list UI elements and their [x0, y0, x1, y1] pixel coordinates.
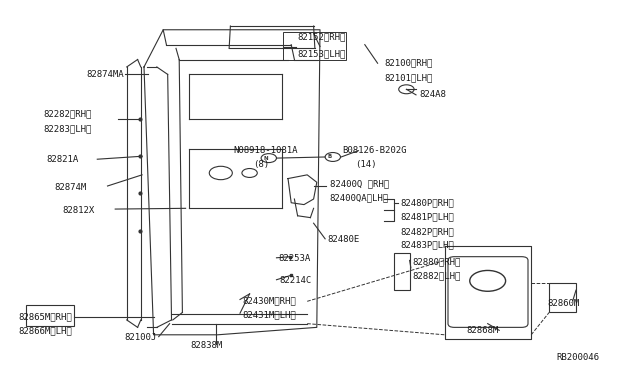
Text: 82283〈LH〉: 82283〈LH〉: [44, 124, 92, 133]
Text: 82480P〈RH〉: 82480P〈RH〉: [400, 198, 454, 207]
Text: 82860M: 82860M: [547, 299, 579, 308]
Text: 82431M〈LH〉: 82431M〈LH〉: [242, 310, 296, 319]
Text: 82481P〈LH〉: 82481P〈LH〉: [400, 212, 454, 221]
Text: 82866M〈LH〉: 82866M〈LH〉: [18, 326, 72, 335]
Text: 82430M〈RH〉: 82430M〈RH〉: [242, 296, 296, 305]
Text: 82882〈LH〉: 82882〈LH〉: [413, 272, 461, 280]
Text: (14): (14): [355, 160, 377, 169]
Text: RB200046: RB200046: [557, 353, 600, 362]
Text: 82812X: 82812X: [63, 206, 95, 215]
Text: 82880〈RH〉: 82880〈RH〉: [413, 258, 461, 267]
Text: 82838M: 82838M: [191, 341, 223, 350]
Text: 82282〈RH〉: 82282〈RH〉: [44, 109, 92, 118]
Text: 82874M: 82874M: [54, 183, 86, 192]
Text: 82821A: 82821A: [46, 155, 78, 164]
Text: (8): (8): [253, 160, 269, 169]
Text: 82100〈RH〉: 82100〈RH〉: [384, 59, 433, 68]
Text: 82480E: 82480E: [328, 235, 360, 244]
Text: 82400Q 〈RH〉: 82400Q 〈RH〉: [330, 180, 388, 189]
Text: 82100J: 82100J: [125, 333, 157, 342]
Text: 82400QA〈LH〉: 82400QA〈LH〉: [330, 193, 388, 202]
Text: 824A8: 824A8: [419, 90, 446, 99]
Text: 82214C: 82214C: [280, 276, 312, 285]
Text: 82865M〈RH〉: 82865M〈RH〉: [18, 312, 72, 321]
Text: 82101〈LH〉: 82101〈LH〉: [384, 74, 433, 83]
Text: 82482P〈RH〉: 82482P〈RH〉: [400, 227, 454, 236]
Text: 82874MA: 82874MA: [86, 70, 124, 79]
Text: 82253A: 82253A: [278, 254, 310, 263]
Text: B08126-B202G: B08126-B202G: [342, 146, 407, 155]
Text: 82868M: 82868M: [466, 326, 498, 335]
Text: N: N: [263, 155, 268, 161]
Text: B: B: [328, 154, 332, 160]
Text: 82483P〈LH〉: 82483P〈LH〉: [400, 240, 454, 249]
Text: N08918-1081A: N08918-1081A: [234, 146, 298, 155]
Text: 82152〈RH〉: 82152〈RH〉: [298, 33, 346, 42]
Text: 82153〈LH〉: 82153〈LH〉: [298, 49, 346, 58]
